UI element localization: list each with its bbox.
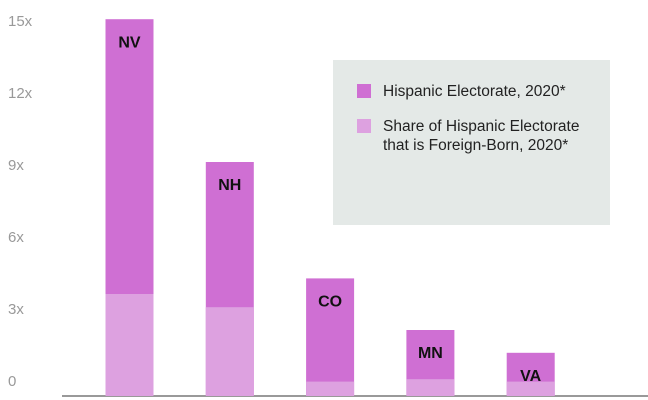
- legend-item: Hispanic Electorate, 2020*: [357, 82, 590, 101]
- legend-swatch: [357, 119, 371, 133]
- bar-label: NV: [118, 34, 141, 51]
- bar-label: VA: [520, 368, 541, 385]
- bar: [306, 381, 355, 396]
- y-tick-label: 6x: [8, 229, 24, 246]
- bar: [306, 278, 355, 396]
- bar-label: NH: [218, 177, 241, 194]
- y-tick-label: 0: [8, 373, 16, 390]
- y-tick-label: 15x: [8, 13, 33, 30]
- y-tick-label: 12x: [8, 85, 33, 102]
- bar-label: CO: [318, 294, 342, 311]
- legend-label: Share of Hispanic Electorate that is For…: [383, 118, 580, 154]
- bar: [406, 379, 455, 396]
- legend-label: Hispanic Electorate, 2020*: [383, 83, 566, 100]
- legend-swatch: [357, 84, 371, 98]
- y-tick-label: 9x: [8, 157, 24, 174]
- y-tick-label: 3x: [8, 301, 24, 318]
- legend: Hispanic Electorate, 2020* Share of Hispa…: [333, 60, 610, 225]
- bar: [205, 307, 254, 396]
- bar-label: MN: [418, 345, 443, 362]
- bar: [506, 381, 555, 396]
- legend-item: Share of Hispanic Electorate that is For…: [357, 117, 590, 155]
- bar: [105, 294, 154, 396]
